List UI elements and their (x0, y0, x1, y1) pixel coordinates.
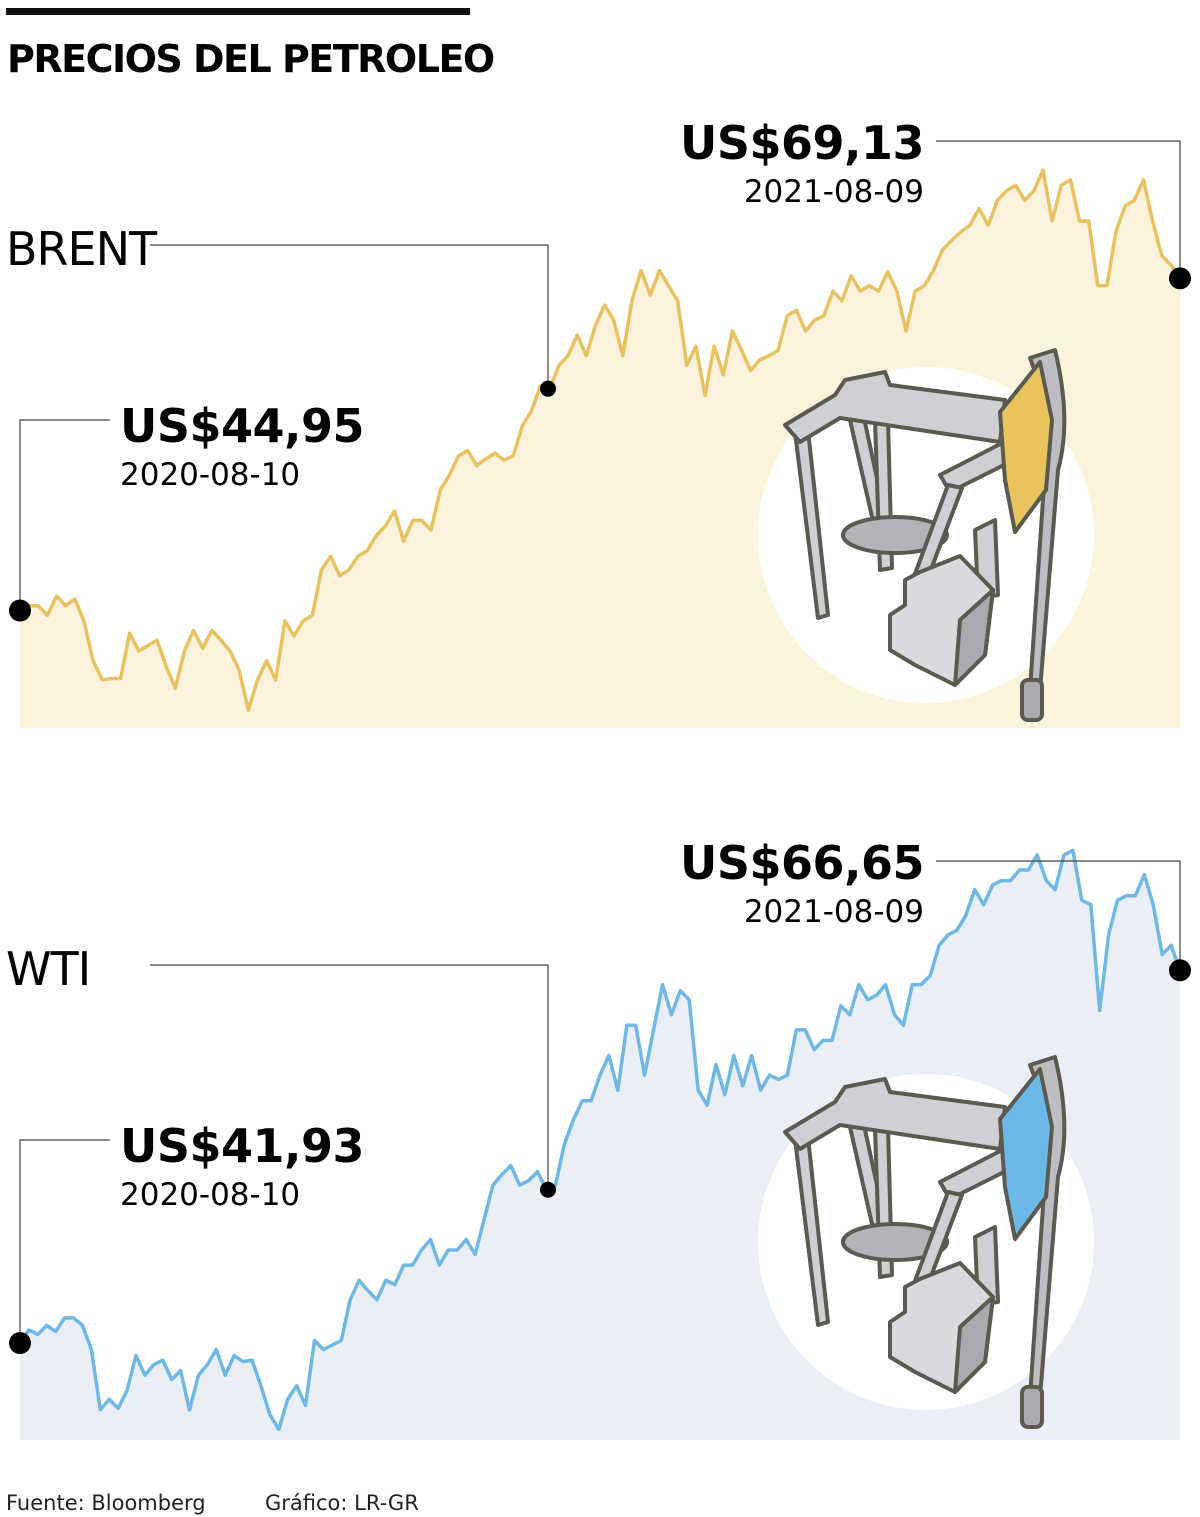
credit-note: Gráfico: LR-GR (265, 1491, 419, 1515)
end-date-label: 2021-08-09 (744, 894, 924, 930)
chart-wti: WTI US$41,93 2020-08-10 US$66,65 2021-08-09 (6, 836, 1191, 1440)
end-point-marker (1169, 959, 1191, 982)
oil-pump-illustration (758, 1055, 1094, 1429)
oil-pump-illustration (758, 348, 1094, 722)
end-value-label: US$69,13 (680, 116, 924, 170)
start-leader-line (19, 419, 110, 611)
series-leader-line (150, 964, 549, 1190)
end-point-marker (1169, 267, 1191, 290)
start-point-marker (9, 1332, 31, 1355)
end-leader-line (936, 140, 1181, 279)
series-line (19, 168, 1182, 712)
end-leader-line (936, 860, 1181, 971)
start-date-label: 2020-08-10 (120, 457, 300, 493)
title-bar (6, 8, 470, 15)
start-leader-line (19, 1139, 110, 1344)
end-date-label: 2021-08-09 (744, 174, 924, 210)
start-value-label: US$41,93 (120, 1119, 364, 1173)
start-value-label: US$44,95 (120, 399, 364, 453)
end-value-label: US$66,65 (680, 836, 924, 890)
source-note: Fuente: Bloomberg (6, 1491, 206, 1515)
chart-brent: BRENT US$44,95 2020-08-10 US$69,13 2021-08-0… (6, 116, 1191, 728)
mid-point-marker (540, 380, 556, 397)
series-label: BRENT (6, 222, 158, 276)
mid-point-marker (540, 1181, 556, 1198)
start-point-marker (9, 599, 31, 622)
start-date-label: 2020-08-10 (120, 1177, 300, 1213)
chart-title: PRECIOS DEL PETROLEO (7, 37, 494, 81)
series-line (18, 848, 1182, 1432)
series-label: WTI (6, 942, 90, 996)
series-leader-line (150, 244, 549, 389)
